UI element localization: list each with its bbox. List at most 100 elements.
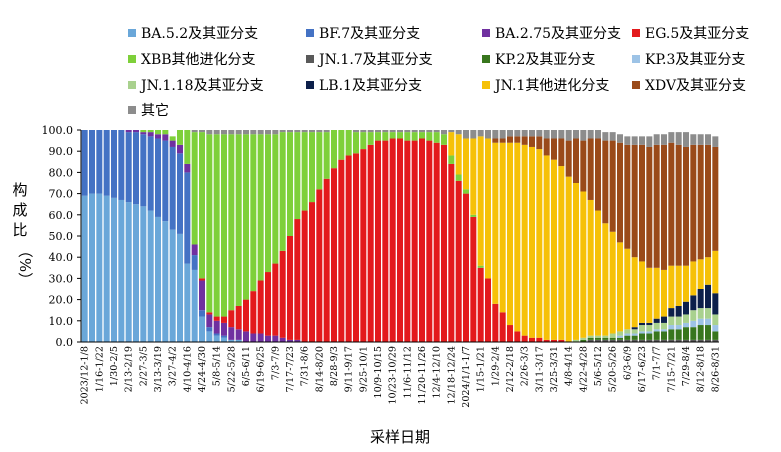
bar-segment-series-12- <box>316 130 323 133</box>
bar-segment-series-12- <box>536 130 543 137</box>
x-tick-label: 5/8-5/14 <box>212 346 223 386</box>
bar-segment-series-2-ba-2-75 <box>132 130 140 133</box>
bar-segment-series-12- <box>609 132 616 141</box>
bar-segment-series-12- <box>594 130 602 139</box>
bar-segment-series-12- <box>382 130 389 133</box>
bar-segment-series-4-xbb <box>477 265 484 268</box>
x-tick-label: 7/17-7/23 <box>285 346 296 392</box>
bar-segment-series-1-bf-7 <box>213 333 220 336</box>
legend-label: 其它 <box>141 103 169 119</box>
bar-segment-series-3-eg-5 <box>242 299 250 332</box>
bar-segment-series-11-xdv <box>565 140 572 177</box>
bar-segment-series-11-xdv <box>594 138 602 211</box>
legend-label: JN.1.18及其亚分支 <box>141 78 264 94</box>
bar-segment-series-3-eg-5 <box>257 280 264 334</box>
x-axis-title: 采样日期 <box>370 428 430 446</box>
bar-segment-series-11-xdv <box>506 136 514 143</box>
bar-segment-series-11-xdv <box>609 140 616 232</box>
bar-segment-series-4-xbb <box>433 132 440 143</box>
bar-segment-series-8-jn-1-18 <box>616 331 624 336</box>
bar-segment-series-3-eg-5 <box>462 193 470 342</box>
bar-segment-series-10-jn-1 <box>448 132 455 156</box>
bar-segment-series-3-eg-5 <box>396 138 404 342</box>
bar-segment-series-3-eg-5 <box>352 153 360 342</box>
bar-segment-series-4-xbb <box>198 132 206 279</box>
bar-segment-series-3-eg-5 <box>499 312 506 342</box>
bar-segment-series-12- <box>712 136 719 147</box>
bar-segment-series-11-xdv <box>616 142 624 243</box>
bar-segment-series-7-kp-3 <box>660 329 668 332</box>
bar-segment-series-4-xbb <box>396 132 404 139</box>
bar-segment-series-4-xbb <box>294 132 301 220</box>
bar-segment-series-3-eg-5 <box>440 144 448 342</box>
legend-swatch <box>306 29 314 37</box>
bar-segment-series-4-xbb <box>455 174 462 181</box>
bar-segment-series-12- <box>602 132 609 141</box>
x-tick-label: 6/3-6/9 <box>622 346 633 380</box>
bar-segment-series-3-eg-5 <box>206 312 213 315</box>
bar-segment-series-8-jn-1-18 <box>675 316 682 326</box>
bar-segment-series-7-kp-3 <box>646 331 653 334</box>
x-tick-label: 7/1-7/7 <box>652 346 663 380</box>
legend-item-series-9-lb-1: LB.1及其亚分支 <box>306 75 422 95</box>
bar-segment-series-2-ba-2-75 <box>286 339 294 342</box>
bar-segment-series-4-xbb <box>382 132 389 141</box>
x-tick-label: 12/18-12/24 <box>446 346 457 405</box>
y-axis-title-unit: （%） <box>16 243 34 287</box>
y-axis-title-char: 比 <box>12 221 27 239</box>
bar-segment-series-4-xbb <box>286 132 294 236</box>
x-tick-label: 7/29-8/4 <box>681 346 692 386</box>
bar-segment-series-8-jn-1-18 <box>690 310 697 321</box>
bar-segment-series-6-kp-2 <box>697 325 704 340</box>
bar-segment-series-1-bf-7 <box>176 153 184 234</box>
bar-segment-series-8-jn-1-18 <box>587 335 594 338</box>
bar-segment-series-12- <box>272 130 279 135</box>
x-tick-label: 10/9-10/15 <box>373 346 384 398</box>
bar-segment-series-4-xbb <box>235 134 242 306</box>
bar-segment-series-8-jn-1-18 <box>580 337 587 340</box>
bar-segment-series-11-xdv <box>536 136 543 150</box>
bar-segment-series-3-eg-5 <box>382 140 389 342</box>
bar-segment-series-5-jn-1-7 <box>660 339 668 342</box>
x-tick-label: 3/25-3/31 <box>549 346 560 392</box>
bar-segment-series-8-jn-1-18 <box>638 325 646 332</box>
bar-segment-series-7-kp-3 <box>638 331 646 334</box>
bar-segment-series-4-xbb <box>147 130 154 133</box>
bar-segment-series-10-jn-1 <box>638 261 646 323</box>
x-tick-label: 2023/12-1/8 <box>80 346 91 405</box>
bar-segment-series-3-eg-5 <box>433 142 440 342</box>
bar-segment-series-9-lb-1 <box>631 327 638 330</box>
bar-segment-series-10-jn-1 <box>602 223 609 336</box>
bar-segment-series-5-jn-1-7 <box>631 339 638 342</box>
legend-item-series-5-jn-1-7: JN.1.7及其亚分支 <box>306 49 433 69</box>
bar-segment-series-3-eg-5 <box>404 140 411 342</box>
legend-swatch <box>128 55 136 63</box>
bar-segment-series-7-kp-3 <box>704 318 712 326</box>
legend-label: BF.7及其亚分支 <box>319 26 421 42</box>
bar-segment-series-3-eg-5 <box>455 180 462 342</box>
bar-segment-series-6-kp-2 <box>587 337 594 340</box>
bar-segment-series-8-jn-1-18 <box>682 314 690 323</box>
bar-segment-series-5-jn-1-7 <box>616 339 624 342</box>
x-tick-label: 2024/1/1-1/7 <box>461 346 472 408</box>
bar-segment-series-4-xbb <box>462 189 470 194</box>
bar-segment-series-11-xdv <box>543 138 550 156</box>
bar-segment-series-4-xbb <box>184 130 191 164</box>
bar-segment-series-12- <box>264 130 272 135</box>
x-tick-label: 9/11-9/17 <box>344 346 355 392</box>
bar-segment-series-12- <box>206 130 213 135</box>
legend-swatch <box>128 29 136 37</box>
bar-segment-series-0-ba-5-2 <box>220 337 228 342</box>
bar-segment-series-11-xdv <box>660 144 668 270</box>
x-tick-label: 4/10-4/16 <box>182 346 193 392</box>
bar-segment-series-2-ba-2-75 <box>140 132 147 135</box>
bar-segment-series-0-ba-5-2 <box>206 331 213 342</box>
legend-item-series-7-kp-3: KP.3及其亚分支 <box>632 49 745 69</box>
bar-segment-series-2-ba-2-75 <box>264 335 272 342</box>
bar-segment-series-6-kp-2 <box>624 335 631 340</box>
bar-segment-series-3-eg-5 <box>286 236 294 340</box>
bar-segment-series-10-jn-1 <box>514 142 521 332</box>
bar-segment-series-4-xbb <box>440 134 448 145</box>
bar-segment-series-2-ba-2-75 <box>184 163 191 173</box>
bar-segment-series-6-kp-2 <box>682 327 690 340</box>
